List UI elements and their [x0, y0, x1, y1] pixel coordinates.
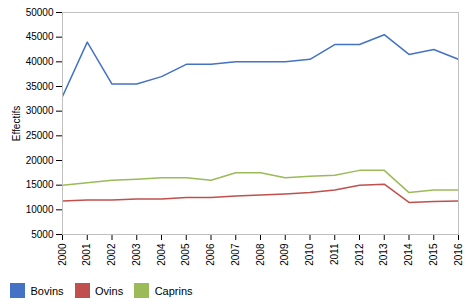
svg-text:2008: 2008 [255, 243, 266, 266]
svg-text:2016: 2016 [453, 243, 464, 266]
html-text:Bovins: Bovins [30, 284, 64, 297]
svg-text:2015: 2015 [428, 243, 439, 266]
svg-text:30000: 30000 [26, 105, 54, 116]
svg-text:2000: 2000 [57, 243, 68, 266]
svg-text:2012: 2012 [354, 243, 365, 266]
html-text:Caprins: Caprins [154, 284, 193, 297]
svg-text:50000: 50000 [26, 7, 54, 18]
svg-text:2006: 2006 [205, 243, 216, 266]
svg-text:2010: 2010 [304, 243, 315, 266]
svg-text:2014: 2014 [403, 243, 414, 266]
svg-text:2004: 2004 [156, 243, 167, 266]
svg-text:Effectifs: Effectifs [11, 106, 22, 141]
svg-text:25000: 25000 [26, 130, 54, 141]
svg-text:2009: 2009 [279, 243, 290, 266]
svg-text:2007: 2007 [230, 243, 241, 266]
svg-text:10000: 10000 [26, 204, 54, 215]
svg-text:35000: 35000 [26, 81, 54, 92]
svg-text:2013: 2013 [378, 243, 389, 266]
svg-text:5000: 5000 [31, 229, 54, 240]
svg-text:45000: 45000 [26, 31, 54, 42]
html-text:Ovins: Ovins [95, 284, 124, 297]
svg-text:2001: 2001 [81, 243, 92, 266]
svg-text:40000: 40000 [26, 56, 54, 67]
svg-text:2011: 2011 [329, 243, 340, 265]
svg-text:2005: 2005 [180, 243, 191, 266]
svg-text:2002: 2002 [106, 243, 117, 266]
svg-text:20000: 20000 [26, 155, 54, 166]
svg-text:15000: 15000 [26, 179, 54, 190]
svg-text:2003: 2003 [131, 243, 142, 266]
